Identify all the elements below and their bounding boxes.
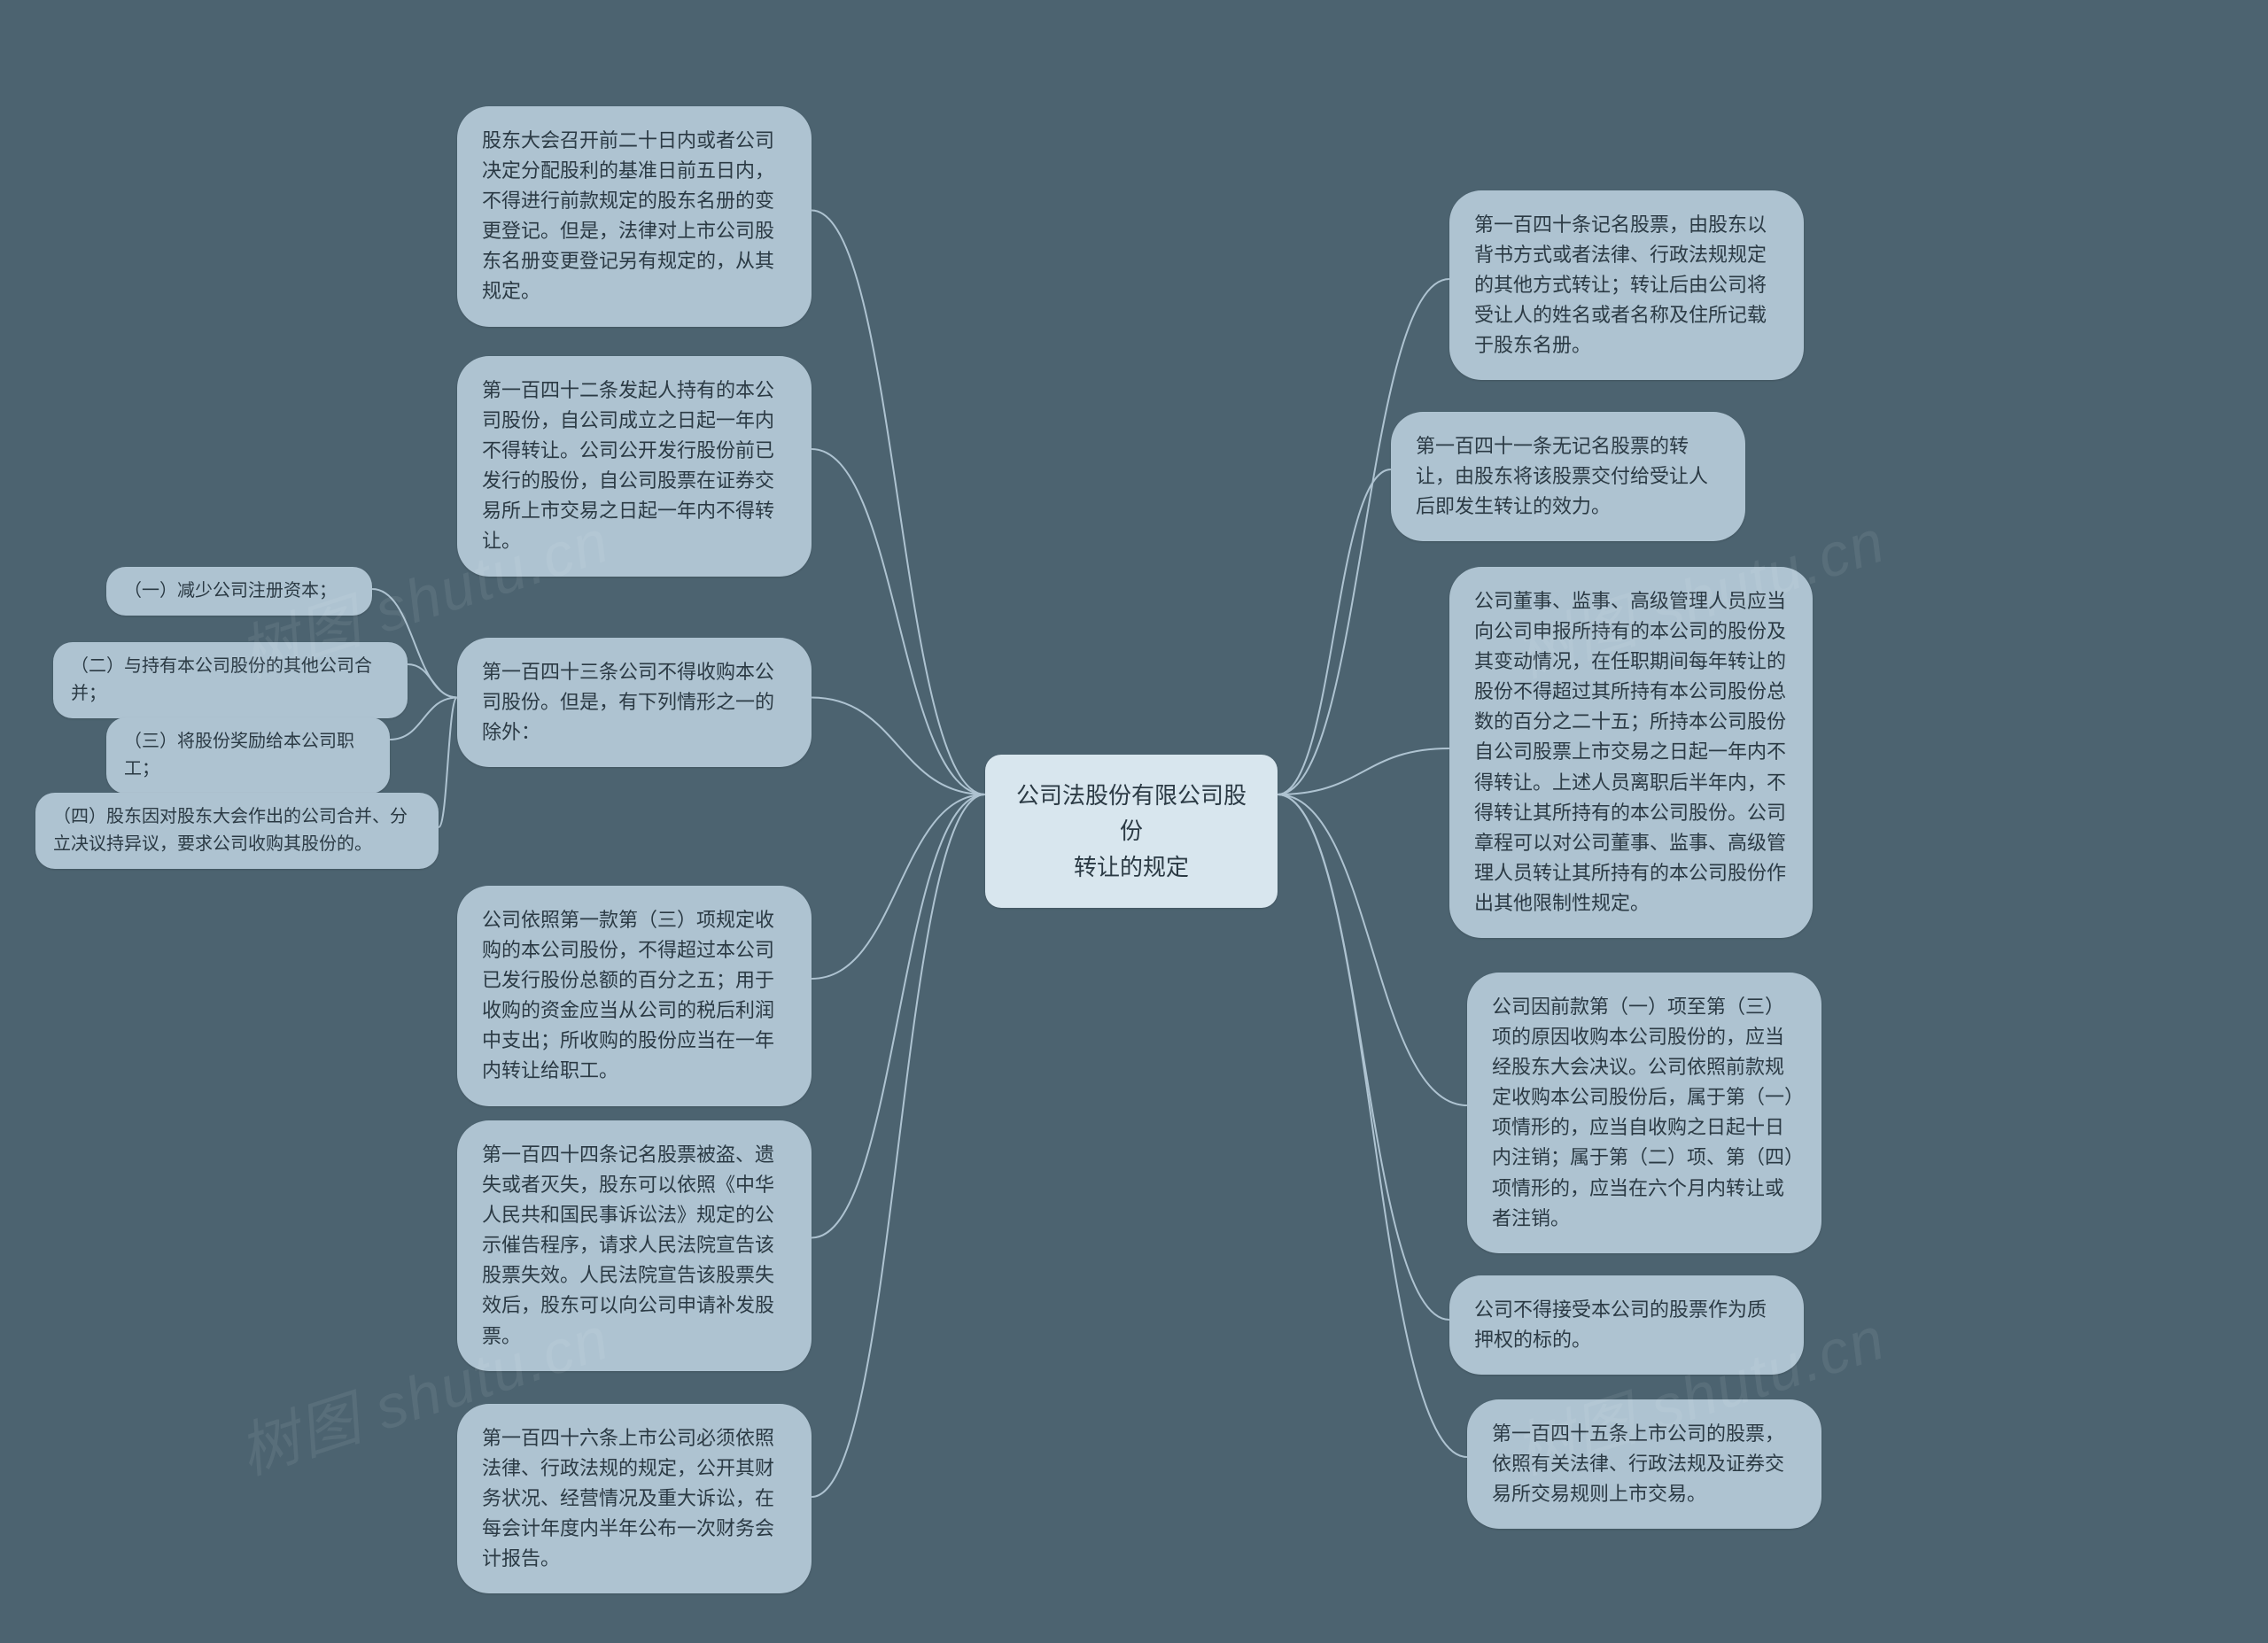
right-node-2: 公司董事、监事、高级管理人员应当向公司申报所持有的本公司的股份及其变动情况，在任…	[1449, 567, 1813, 938]
left-node-2-child-0: （一）减少公司注册资本；	[106, 567, 372, 616]
right-node-3: 公司因前款第（一）项至第（三）项的原因收购本公司股份的，应当经股东大会决议。公司…	[1467, 973, 1821, 1253]
left-node-0: 股东大会召开前二十日内或者公司决定分配股利的基准日前五日内，不得进行前款规定的股…	[457, 106, 812, 327]
left-node-1: 第一百四十二条发起人持有的本公司股份，自公司成立之日起一年内不得转让。公司公开发…	[457, 356, 812, 577]
right-node-1: 第一百四十一条无记名股票的转让，由股东将该股票交付给受让人后即发生转让的效力。	[1391, 412, 1745, 541]
left-node-2-child-2: （三）将股份奖励给本公司职工；	[106, 717, 390, 794]
right-node-0: 第一百四十条记名股票，由股东以背书方式或者法律、行政法规规定的其他方式转让；转让…	[1449, 190, 1804, 380]
left-node-3: 公司依照第一款第（三）项规定收购的本公司股份，不得超过本公司已发行股份总额的百分…	[457, 886, 812, 1106]
left-node-4: 第一百四十四条记名股票被盗、遗失或者灭失，股东可以依照《中华人民共和国民事诉讼法…	[457, 1120, 812, 1371]
right-node-5: 第一百四十五条上市公司的股票，依照有关法律、行政法规及证券交易所交易规则上市交易…	[1467, 1399, 1821, 1529]
right-node-4: 公司不得接受本公司的股票作为质押权的标的。	[1449, 1275, 1804, 1375]
left-node-2: 第一百四十三条公司不得收购本公司股份。但是，有下列情形之一的除外：	[457, 638, 812, 767]
left-node-2-child-3: （四）股东因对股东大会作出的公司合并、分立决议持异议，要求公司收购其股份的。	[35, 793, 439, 869]
left-node-5: 第一百四十六条上市公司必须依照法律、行政法规的规定，公开其财务状况、经营情况及重…	[457, 1404, 812, 1593]
center-node: 公司法股份有限公司股份转让的规定	[985, 755, 1278, 908]
left-node-2-child-1: （二）与持有本公司股份的其他公司合并；	[53, 642, 408, 718]
